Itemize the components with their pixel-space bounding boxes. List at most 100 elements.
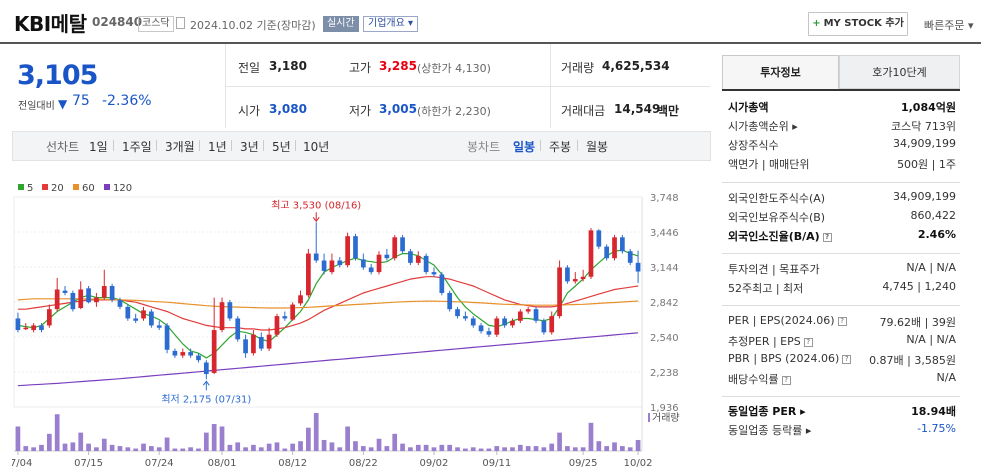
volume-bar bbox=[180, 448, 186, 451]
volume-bar bbox=[494, 446, 500, 451]
volume-bar bbox=[219, 426, 225, 451]
low-label: 저가 bbox=[349, 104, 372, 118]
info-key: 추정PER | EPS? bbox=[728, 333, 813, 349]
volume-bar bbox=[109, 444, 115, 451]
candle-body bbox=[400, 237, 405, 252]
period-3m[interactable]: 3개월 bbox=[165, 140, 195, 154]
volume-bar bbox=[306, 427, 311, 451]
volume-bar bbox=[510, 447, 515, 451]
divider bbox=[722, 182, 960, 183]
x-tick-label: 08/01 bbox=[208, 458, 237, 469]
help-icon[interactable]: ? bbox=[842, 354, 852, 364]
period-1y[interactable]: 1년 bbox=[208, 140, 227, 154]
divider bbox=[550, 44, 551, 128]
volume-bar bbox=[502, 447, 507, 451]
x-tick-label: 10/02 bbox=[624, 458, 653, 469]
help-icon[interactable]: ? bbox=[781, 375, 791, 385]
volume-bar bbox=[337, 447, 343, 451]
add-mystock-button[interactable]: + MY STOCK 추가 bbox=[808, 12, 908, 36]
candle-weekly[interactable]: 주봉 bbox=[549, 140, 572, 154]
volume-bar bbox=[149, 446, 154, 451]
candle-body bbox=[235, 318, 241, 340]
help-icon[interactable]: ? bbox=[803, 337, 813, 347]
tab-invest-info[interactable]: 투자정보 bbox=[722, 55, 839, 89]
period-1w[interactable]: 1주일 bbox=[122, 140, 152, 154]
info-row[interactable]: 동일업종 PER ▸ 18.94배 bbox=[728, 403, 956, 423]
candle-body bbox=[486, 331, 492, 335]
candle-monthly[interactable]: 월봉 bbox=[586, 140, 609, 154]
divider bbox=[295, 140, 296, 151]
quick-order-dropdown[interactable]: 빠른주문 ▾ bbox=[924, 19, 974, 32]
candle-body bbox=[125, 306, 131, 319]
info-value: 1,084억원 bbox=[900, 101, 956, 114]
info-row: PBR | BPS (2024.06)? 0.87배 | 3,585원 bbox=[728, 352, 956, 372]
volume-bar bbox=[70, 442, 76, 451]
high-arrowhead bbox=[312, 216, 320, 223]
x-tick-label: 09/11 bbox=[482, 458, 511, 469]
info-key: PBR | BPS (2024.06)? bbox=[728, 352, 852, 365]
info-row[interactable]: 시가총액순위 ▸ 코스닥 713위 bbox=[728, 118, 956, 138]
divider bbox=[540, 140, 541, 151]
y-tick-label: 2,842 bbox=[650, 298, 679, 309]
company-info-dropdown[interactable]: 기업개요 ▾ bbox=[363, 16, 418, 32]
candle-body bbox=[227, 302, 233, 319]
y-tick-label: 3,144 bbox=[650, 263, 679, 274]
help-icon[interactable]: ? bbox=[822, 232, 832, 242]
volume-bar bbox=[447, 444, 453, 451]
chart-legend: 5 20 60 120 bbox=[18, 183, 132, 194]
period-10y[interactable]: 10년 bbox=[303, 140, 330, 154]
candle-body bbox=[258, 337, 264, 349]
info-value: 18.94배 bbox=[911, 405, 956, 418]
volume-bar bbox=[164, 437, 170, 451]
candle-body bbox=[455, 309, 460, 317]
moving-averages bbox=[17, 249, 639, 387]
info-value: 34,909,199 bbox=[893, 137, 956, 150]
volume-bar bbox=[463, 448, 468, 451]
low-arrowhead bbox=[202, 380, 210, 386]
info-value: N/A | N/A bbox=[906, 261, 956, 274]
volume-bar bbox=[400, 443, 405, 451]
info-value: 34,909,199 bbox=[893, 190, 956, 203]
candle-daily[interactable]: 일봉 bbox=[513, 140, 536, 154]
help-icon[interactable]: ? bbox=[837, 316, 847, 326]
volume-bar bbox=[360, 446, 366, 451]
candle-body bbox=[541, 320, 547, 333]
realtime-button[interactable]: 실시간 bbox=[323, 16, 359, 32]
volume-bar bbox=[431, 447, 437, 451]
candle-body bbox=[423, 255, 429, 273]
tab-hoga-10[interactable]: 호가10단계 bbox=[839, 55, 960, 89]
candles bbox=[15, 222, 641, 380]
candle-body bbox=[149, 311, 154, 326]
info-value: 코스닥 713위 bbox=[891, 120, 956, 133]
candle-body bbox=[447, 292, 453, 310]
divider bbox=[722, 396, 960, 397]
high-annotation: 최고 3,530 (08/16) bbox=[271, 199, 361, 211]
info-row[interactable]: 동일업종 등락률 ▸ -1.75% bbox=[728, 422, 956, 442]
period-3y[interactable]: 3년 bbox=[240, 140, 259, 154]
candle-body bbox=[588, 230, 594, 277]
volume-bar bbox=[141, 443, 146, 451]
period-1d[interactable]: 1일 bbox=[89, 140, 108, 154]
volume-bar bbox=[353, 441, 358, 451]
y-tick-label: 1,936 bbox=[650, 403, 679, 414]
x-axis: 07/04 07/15 07/24 08/01 08/12 08/22 09/02 09/11… bbox=[12, 451, 652, 469]
volume-bars: 거래량 bbox=[15, 412, 680, 451]
candle-body bbox=[306, 253, 311, 296]
stock-name: KBI메탈 bbox=[14, 12, 87, 36]
volume-bar bbox=[196, 448, 201, 451]
info-row: 외국인소진율(B/A)? 2.46% bbox=[728, 228, 956, 248]
info-row: 외국인보유주식수(B) 860,422 bbox=[728, 209, 956, 229]
candle-body bbox=[627, 251, 633, 263]
volume-bar bbox=[470, 447, 476, 451]
info-row: 상장주식수 34,909,199 bbox=[728, 137, 956, 157]
info-value: 79.62배 | 39원 bbox=[879, 316, 956, 329]
volume-bar bbox=[525, 446, 531, 451]
volume-bar bbox=[86, 443, 91, 451]
volume-bar bbox=[290, 443, 296, 451]
info-value: 2.46% bbox=[917, 228, 956, 241]
candle-body bbox=[329, 260, 335, 273]
legend-label-5: 5 bbox=[27, 183, 33, 194]
volume-bar bbox=[345, 426, 350, 451]
candlestick-chart[interactable]: 5 20 60 120 3,748 3,446 3,144 2,842 2,540 2,238 1… bbox=[12, 175, 710, 470]
period-5y[interactable]: 5년 bbox=[272, 140, 291, 154]
